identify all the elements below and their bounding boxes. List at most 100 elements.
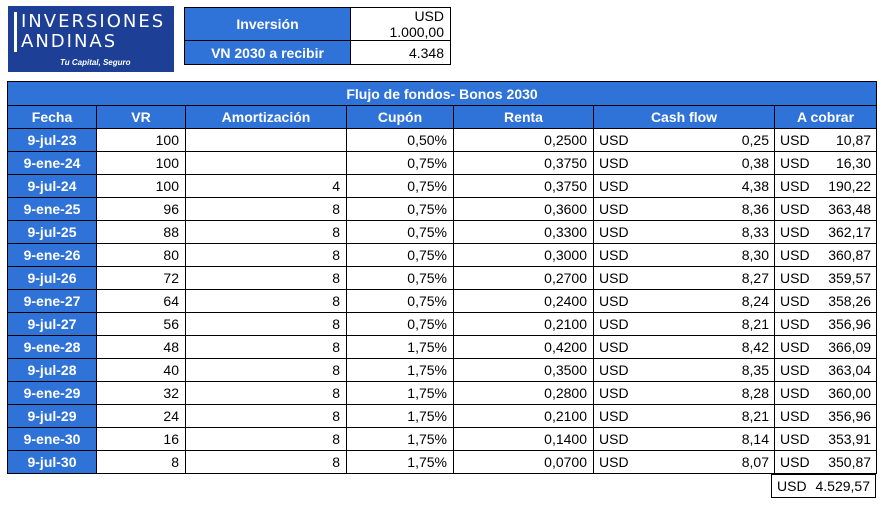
date-cell[interactable]: 9-ene-24 <box>7 151 97 175</box>
amortization-cell[interactable]: 8 <box>185 450 347 474</box>
receivable-cell[interactable]: USD 366,09 <box>773 335 878 359</box>
coupon-cell[interactable]: 0,75% <box>346 289 454 313</box>
vr-cell[interactable]: 100 <box>96 174 186 198</box>
amortization-cell[interactable]: 8 <box>185 335 347 359</box>
date-cell[interactable]: 9-jul-26 <box>7 266 97 290</box>
amortization-cell[interactable]: 8 <box>185 358 347 382</box>
vr-cell[interactable]: 88 <box>96 220 186 244</box>
date-cell[interactable]: 9-jul-27 <box>7 312 97 336</box>
vr-cell[interactable]: 64 <box>96 289 186 313</box>
date-cell[interactable]: 9-ene-28 <box>7 335 97 359</box>
cash-flow-cell[interactable]: USD 8,36 <box>593 197 775 221</box>
cash-flow-cell[interactable]: USD 8,24 <box>593 289 775 313</box>
vr-cell[interactable]: 100 <box>96 128 186 152</box>
cash-flow-cell[interactable]: USD 8,14 <box>593 427 775 451</box>
vr-cell[interactable]: 40 <box>96 358 186 382</box>
amortization-cell[interactable]: 8 <box>185 197 347 221</box>
amortization-cell[interactable] <box>185 128 347 152</box>
cash-flow-cell[interactable]: USD 8,30 <box>593 243 775 267</box>
amortization-cell[interactable] <box>185 151 347 175</box>
vr-cell[interactable]: 16 <box>96 427 186 451</box>
coupon-cell[interactable]: 0,50% <box>346 128 454 152</box>
receivable-cell[interactable]: USD 190,22 <box>773 174 878 198</box>
coupon-cell[interactable]: 1,75% <box>346 335 454 359</box>
vr-cell[interactable]: 100 <box>96 151 186 175</box>
date-cell[interactable]: 9-ene-29 <box>7 381 97 405</box>
column-header[interactable]: A cobrar <box>773 105 878 129</box>
investment-label[interactable]: Inversión <box>184 7 351 41</box>
cash-flow-cell[interactable]: USD 8,07 <box>593 450 775 474</box>
income-cell[interactable]: 0,4200 <box>453 335 594 359</box>
coupon-cell[interactable]: 0,75% <box>346 174 454 198</box>
cash-flow-cell[interactable]: USD 8,21 <box>593 312 775 336</box>
amortization-cell[interactable]: 8 <box>185 381 347 405</box>
income-cell[interactable]: 0,3000 <box>453 243 594 267</box>
coupon-cell[interactable]: 1,75% <box>346 381 454 405</box>
receivable-cell[interactable]: USD 356,96 <box>773 404 878 428</box>
cash-flow-cell[interactable]: USD 0,38 <box>593 151 775 175</box>
receivable-cell[interactable]: USD 358,26 <box>773 289 878 313</box>
cash-flow-cell[interactable]: USD 8,21 <box>593 404 775 428</box>
receivable-cell[interactable]: USD 353,91 <box>773 427 878 451</box>
date-cell[interactable]: 9-ene-30 <box>7 427 97 451</box>
income-cell[interactable]: 0,2400 <box>453 289 594 313</box>
vr-cell[interactable]: 24 <box>96 404 186 428</box>
income-cell[interactable]: 0,2700 <box>453 266 594 290</box>
cash-flow-cell[interactable]: USD 8,42 <box>593 335 775 359</box>
total-cell[interactable]: USD 4.529,57 <box>771 474 876 498</box>
cash-flow-cell[interactable]: USD 8,28 <box>593 381 775 405</box>
cash-flow-cell[interactable]: USD 8,35 <box>593 358 775 382</box>
receivable-cell[interactable]: USD 360,00 <box>773 381 878 405</box>
amortization-cell[interactable]: 8 <box>185 427 347 451</box>
date-cell[interactable]: 9-jul-28 <box>7 358 97 382</box>
coupon-cell[interactable]: 1,75% <box>346 427 454 451</box>
income-cell[interactable]: 0,2100 <box>453 312 594 336</box>
date-cell[interactable]: 9-ene-26 <box>7 243 97 267</box>
income-cell[interactable]: 0,3500 <box>453 358 594 382</box>
coupon-cell[interactable]: 0,75% <box>346 220 454 244</box>
cash-flow-cell[interactable]: USD 0,25 <box>593 128 775 152</box>
coupon-cell[interactable]: 0,75% <box>346 197 454 221</box>
coupon-cell[interactable]: 1,75% <box>346 450 454 474</box>
income-cell[interactable]: 0,1400 <box>453 427 594 451</box>
coupon-cell[interactable]: 1,75% <box>346 358 454 382</box>
date-cell[interactable]: 9-jul-24 <box>7 174 97 198</box>
amortization-cell[interactable]: 8 <box>185 312 347 336</box>
column-header[interactable]: Fecha <box>7 105 97 129</box>
date-cell[interactable]: 9-ene-27 <box>7 289 97 313</box>
cash-flow-cell[interactable]: USD 8,27 <box>593 266 775 290</box>
income-cell[interactable]: 0,3600 <box>453 197 594 221</box>
coupon-cell[interactable]: 0,75% <box>346 243 454 267</box>
vr-cell[interactable]: 72 <box>96 266 186 290</box>
amortization-cell[interactable]: 8 <box>185 266 347 290</box>
coupon-cell[interactable]: 1,75% <box>346 404 454 428</box>
receivable-cell[interactable]: USD 363,48 <box>773 197 878 221</box>
date-cell[interactable]: 9-jul-23 <box>7 128 97 152</box>
vr-cell[interactable]: 80 <box>96 243 186 267</box>
vr-cell[interactable]: 32 <box>96 381 186 405</box>
vr-cell[interactable]: 56 <box>96 312 186 336</box>
column-header[interactable]: Cash flow <box>593 105 775 129</box>
income-cell[interactable]: 0,2100 <box>453 404 594 428</box>
receivable-cell[interactable]: USD 359,57 <box>773 266 878 290</box>
receivable-cell[interactable]: USD 350,87 <box>773 450 878 474</box>
receivable-cell[interactable]: USD 10,87 <box>773 128 878 152</box>
cash-flow-cell[interactable]: USD 4,38 <box>593 174 775 198</box>
column-header[interactable]: VR <box>96 105 186 129</box>
income-cell[interactable]: 0,2500 <box>453 128 594 152</box>
receivable-cell[interactable]: USD 360,87 <box>773 243 878 267</box>
amortization-cell[interactable]: 8 <box>185 243 347 267</box>
nominal-label[interactable]: VN 2030 a recibir <box>184 40 351 65</box>
vr-cell[interactable]: 96 <box>96 197 186 221</box>
cash-flow-cell[interactable]: USD 8,33 <box>593 220 775 244</box>
column-header[interactable]: Amortización <box>185 105 347 129</box>
date-cell[interactable]: 9-jul-30 <box>7 450 97 474</box>
income-cell[interactable]: 0,3300 <box>453 220 594 244</box>
amortization-cell[interactable]: 4 <box>185 174 347 198</box>
amortization-cell[interactable]: 8 <box>185 220 347 244</box>
date-cell[interactable]: 9-jul-29 <box>7 404 97 428</box>
vr-cell[interactable]: 8 <box>96 450 186 474</box>
coupon-cell[interactable]: 0,75% <box>346 151 454 175</box>
vr-cell[interactable]: 48 <box>96 335 186 359</box>
nominal-value[interactable]: 4.348 <box>350 40 451 65</box>
